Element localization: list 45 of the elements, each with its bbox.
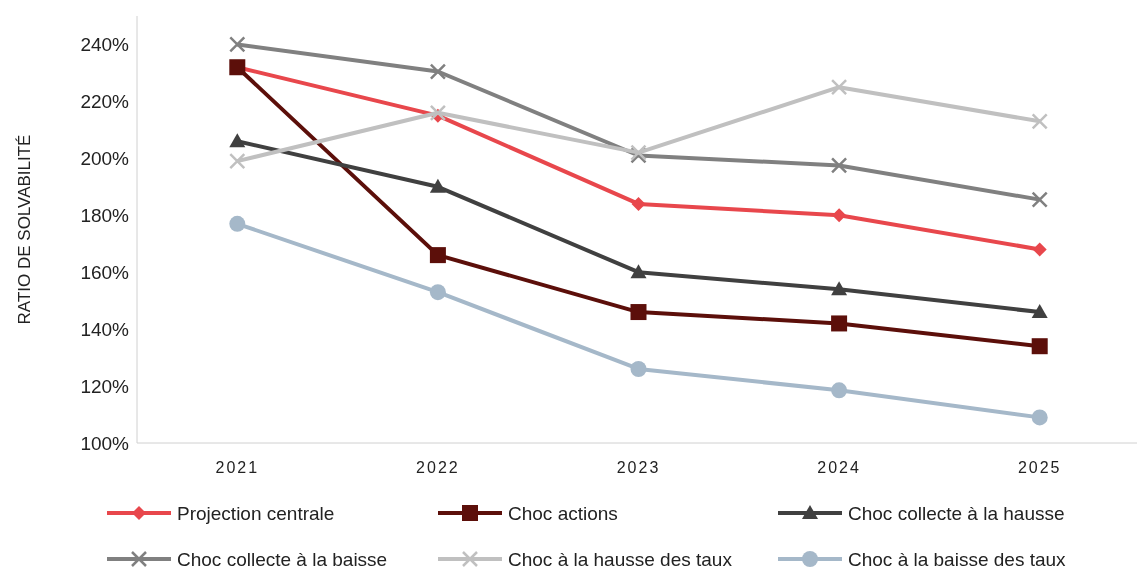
point <box>831 382 848 399</box>
point <box>1031 191 1048 208</box>
point <box>830 78 848 96</box>
point <box>831 315 848 332</box>
legend-label: Choc collecte à la baisse <box>177 548 388 570</box>
legend-label: Choc actions <box>508 502 618 524</box>
y-tick-label: 200% <box>80 147 130 169</box>
y-axis-title: RATIO DE SOLVABILITÉ <box>15 134 34 325</box>
point <box>429 63 447 80</box>
y-tick-label: 180% <box>80 204 130 226</box>
point <box>429 284 446 301</box>
point <box>631 196 646 211</box>
x-tick-label: 2025 <box>1017 459 1062 476</box>
point <box>229 133 246 148</box>
point <box>1031 338 1048 355</box>
point <box>429 247 446 264</box>
x-tick-label: 2024 <box>817 459 861 476</box>
point <box>429 178 446 193</box>
y-tick-label: 100% <box>80 432 130 454</box>
y-tick-label: 220% <box>80 91 130 113</box>
legend-label: Choc à la baisse des taux <box>848 548 1067 570</box>
point <box>630 360 647 377</box>
point <box>229 215 246 232</box>
legend-label: Projection centrale <box>177 502 335 524</box>
y-tick-label: 120% <box>80 375 130 397</box>
point <box>1031 113 1048 130</box>
point <box>1032 242 1047 257</box>
y-tick-label: 240% <box>80 34 130 56</box>
x-tick-label: 2023 <box>616 459 661 476</box>
y-tick-label: 160% <box>80 261 130 283</box>
point <box>1031 304 1048 319</box>
point <box>831 281 848 296</box>
y-tick-label: 140% <box>80 318 130 340</box>
point <box>229 36 246 53</box>
point <box>1031 409 1048 426</box>
point <box>830 157 848 174</box>
legend-label: Choc collecte à la hausse <box>848 502 1065 524</box>
point <box>832 208 847 223</box>
point <box>630 264 647 279</box>
x-tick-label: 2022 <box>416 459 460 476</box>
point <box>630 304 647 321</box>
legend-label: Choc à la hausse des taux <box>508 548 733 570</box>
x-tick-label: 2021 <box>215 459 260 476</box>
point <box>429 104 447 122</box>
point <box>229 152 246 170</box>
